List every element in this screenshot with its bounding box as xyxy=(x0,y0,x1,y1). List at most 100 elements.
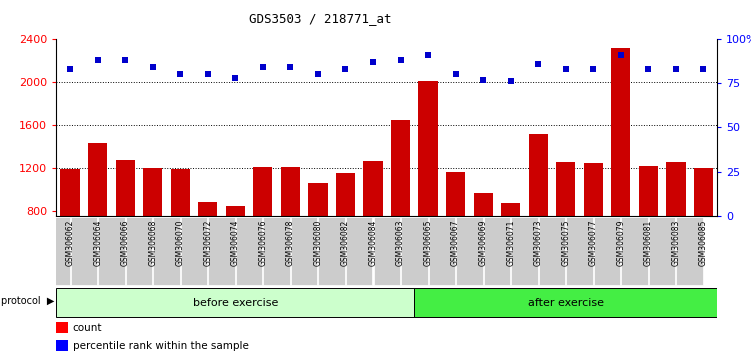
Bar xyxy=(143,168,162,296)
Bar xyxy=(611,47,630,296)
Bar xyxy=(153,217,179,285)
Point xyxy=(202,72,214,77)
Point xyxy=(422,52,434,58)
Bar xyxy=(281,167,300,296)
Bar xyxy=(336,173,355,296)
Text: GSM306066: GSM306066 xyxy=(121,219,130,266)
Text: GSM306073: GSM306073 xyxy=(534,219,543,266)
Text: GSM306070: GSM306070 xyxy=(176,219,185,266)
Text: GSM306076: GSM306076 xyxy=(258,219,267,266)
Point xyxy=(698,66,710,72)
Bar xyxy=(649,217,675,285)
Point xyxy=(477,77,489,82)
Text: before exercise: before exercise xyxy=(192,298,278,308)
Text: GSM306079: GSM306079 xyxy=(617,219,626,266)
Text: GSM306072: GSM306072 xyxy=(204,219,213,266)
Bar xyxy=(43,217,70,285)
Bar xyxy=(501,203,520,296)
Bar xyxy=(556,162,575,296)
Point xyxy=(367,59,379,65)
Bar xyxy=(456,217,483,285)
Point xyxy=(559,66,572,72)
Bar xyxy=(415,288,717,317)
Point xyxy=(257,64,269,70)
Text: GSM306071: GSM306071 xyxy=(506,219,515,266)
Bar xyxy=(71,217,97,285)
Text: GDS3503 / 218771_at: GDS3503 / 218771_at xyxy=(249,12,392,25)
Bar xyxy=(346,217,372,285)
Text: after exercise: after exercise xyxy=(528,298,604,308)
Bar xyxy=(318,217,345,285)
Text: GSM306065: GSM306065 xyxy=(424,219,433,266)
Text: GSM306083: GSM306083 xyxy=(671,219,680,266)
Point xyxy=(394,57,406,63)
Text: GSM306082: GSM306082 xyxy=(341,219,350,266)
Point xyxy=(146,64,158,70)
Bar xyxy=(308,183,327,296)
Bar xyxy=(621,217,648,285)
Bar xyxy=(56,340,68,351)
Bar xyxy=(446,172,465,296)
Bar xyxy=(694,168,713,296)
Bar xyxy=(56,322,68,333)
Text: GSM306077: GSM306077 xyxy=(589,219,598,266)
Bar xyxy=(584,164,603,296)
Text: GSM306081: GSM306081 xyxy=(644,219,653,266)
Text: GSM306068: GSM306068 xyxy=(148,219,157,266)
Bar xyxy=(88,143,107,296)
Point xyxy=(587,66,599,72)
Bar xyxy=(638,166,658,296)
Bar xyxy=(236,217,262,285)
Text: percentile rank within the sample: percentile rank within the sample xyxy=(73,341,249,350)
Point xyxy=(615,52,627,58)
Text: GSM306084: GSM306084 xyxy=(369,219,378,266)
Bar xyxy=(116,160,135,296)
Bar xyxy=(198,202,218,296)
Point xyxy=(119,57,131,63)
Point xyxy=(642,66,654,72)
Bar xyxy=(98,217,125,285)
Bar xyxy=(291,217,318,285)
Bar xyxy=(566,217,593,285)
Bar xyxy=(170,169,190,296)
Point xyxy=(285,64,297,70)
Bar xyxy=(529,135,547,296)
Point xyxy=(450,72,462,77)
Text: protocol  ▶: protocol ▶ xyxy=(1,296,54,306)
Point xyxy=(174,72,186,77)
Text: GSM306075: GSM306075 xyxy=(561,219,570,266)
Bar xyxy=(363,161,383,296)
Text: count: count xyxy=(73,323,102,333)
Bar xyxy=(373,217,400,285)
Bar xyxy=(538,217,566,285)
Text: GSM306067: GSM306067 xyxy=(451,219,460,266)
Bar xyxy=(484,217,510,285)
Point xyxy=(670,66,682,72)
Bar xyxy=(181,217,207,285)
Bar xyxy=(60,169,80,296)
Bar xyxy=(253,167,273,296)
Bar xyxy=(401,217,427,285)
Bar xyxy=(225,206,245,296)
Text: GSM306063: GSM306063 xyxy=(396,219,405,266)
Text: GSM306074: GSM306074 xyxy=(231,219,240,266)
Point xyxy=(229,75,241,81)
Bar xyxy=(511,217,538,285)
Point xyxy=(505,79,517,84)
Bar xyxy=(208,217,235,285)
Point xyxy=(312,72,324,77)
Bar xyxy=(429,217,455,285)
Point xyxy=(339,66,351,72)
Text: GSM306085: GSM306085 xyxy=(699,219,708,266)
Bar xyxy=(56,288,415,317)
Text: GSM306080: GSM306080 xyxy=(313,219,322,266)
Text: GSM306078: GSM306078 xyxy=(286,219,295,266)
Text: GSM306064: GSM306064 xyxy=(93,219,102,266)
Point xyxy=(532,61,544,67)
Point xyxy=(92,57,104,63)
Bar xyxy=(474,193,493,296)
Bar xyxy=(264,217,290,285)
Text: GSM306069: GSM306069 xyxy=(478,219,487,266)
Bar xyxy=(594,217,620,285)
Text: GSM306062: GSM306062 xyxy=(65,219,74,266)
